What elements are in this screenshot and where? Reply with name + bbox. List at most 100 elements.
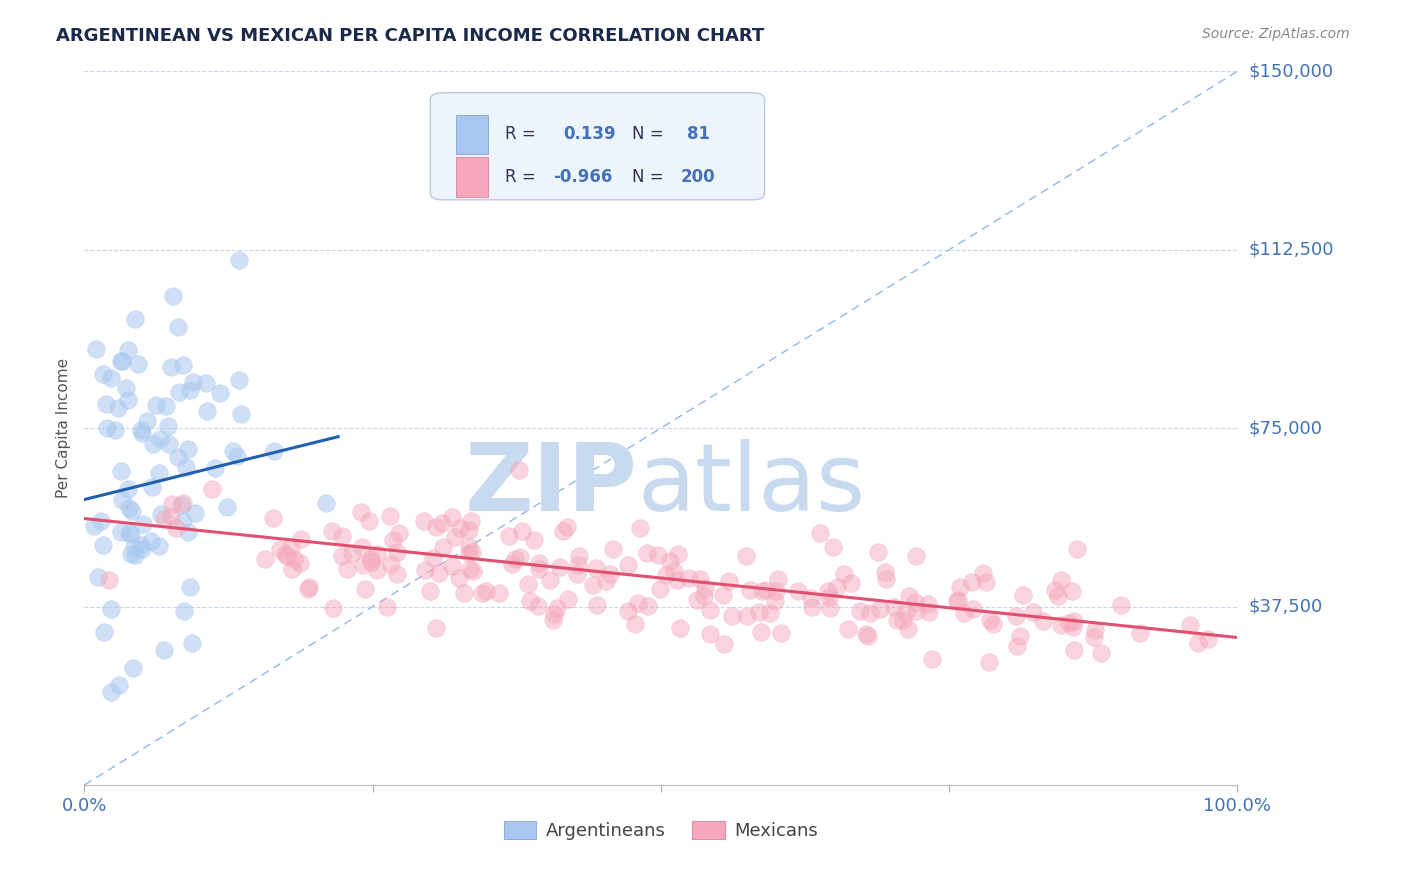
Point	[1063, 614, 1085, 628]
Point	[666, 547, 689, 561]
Text: R =: R =	[505, 168, 541, 186]
Point	[118, 500, 141, 515]
Point	[353, 582, 375, 597]
Point	[527, 561, 550, 575]
Text: 0.139: 0.139	[562, 125, 616, 144]
Point	[555, 520, 578, 534]
Point	[586, 599, 609, 613]
Point	[1022, 606, 1045, 620]
Point	[100, 602, 122, 616]
Point	[160, 360, 183, 375]
Point	[366, 547, 388, 561]
Point	[274, 547, 297, 561]
Point	[269, 541, 291, 556]
Point	[510, 524, 533, 538]
Point	[896, 606, 918, 620]
Point	[977, 655, 1000, 669]
Point	[897, 589, 920, 603]
Point	[1049, 617, 1071, 632]
Point	[960, 575, 983, 590]
Point	[209, 385, 232, 400]
Point	[527, 556, 550, 570]
Point	[519, 593, 541, 607]
Point	[720, 608, 742, 623]
Point	[288, 556, 311, 570]
Point	[194, 376, 217, 390]
Point	[769, 625, 792, 640]
Point	[858, 607, 880, 621]
Point	[100, 371, 122, 385]
Point	[100, 684, 122, 698]
Point	[628, 521, 651, 535]
Point	[340, 546, 363, 560]
Point	[449, 571, 471, 585]
Point	[669, 621, 692, 635]
Point	[263, 444, 285, 458]
Point	[823, 540, 845, 554]
Point	[627, 596, 650, 610]
Point	[1178, 618, 1201, 632]
Point	[228, 253, 250, 268]
Point	[215, 500, 238, 514]
Point	[136, 413, 159, 427]
Point	[905, 549, 928, 563]
Point	[111, 493, 134, 508]
Point	[516, 577, 538, 591]
Point	[817, 583, 839, 598]
Point	[695, 581, 717, 595]
Point	[886, 613, 908, 627]
Point	[122, 540, 145, 554]
Point	[735, 549, 758, 563]
Point	[149, 432, 172, 446]
Point	[952, 606, 974, 620]
Point	[321, 524, 343, 538]
Point	[1083, 630, 1105, 644]
Point	[637, 599, 659, 613]
Point	[281, 561, 304, 575]
Point	[86, 569, 108, 583]
Point	[120, 548, 142, 562]
Point	[280, 540, 302, 554]
Point	[568, 549, 591, 563]
Point	[869, 602, 891, 616]
Point	[142, 437, 165, 451]
Point	[176, 460, 198, 475]
Point	[765, 584, 787, 599]
Point	[90, 514, 112, 528]
Point	[567, 558, 589, 573]
Point	[1032, 614, 1054, 628]
Point	[297, 582, 319, 596]
Point	[427, 566, 450, 581]
FancyBboxPatch shape	[430, 93, 765, 200]
Text: 81: 81	[688, 125, 710, 144]
Point	[117, 393, 139, 408]
Point	[131, 425, 153, 440]
Point	[962, 602, 984, 616]
Point	[678, 571, 700, 585]
Point	[503, 552, 526, 566]
Point	[172, 514, 194, 528]
Point	[541, 613, 564, 627]
Bar	[456, 157, 488, 196]
Point	[425, 621, 447, 635]
Point	[557, 592, 579, 607]
Point	[350, 540, 373, 554]
Point	[176, 525, 198, 540]
Point	[131, 538, 153, 552]
Point	[595, 574, 617, 589]
Point	[904, 604, 927, 618]
Point	[226, 449, 249, 463]
Point	[349, 506, 371, 520]
Point	[173, 496, 195, 510]
Point	[1008, 629, 1031, 643]
Point	[523, 533, 546, 547]
Point	[167, 384, 190, 399]
Point	[360, 552, 382, 566]
Legend: Argentineans, Mexicans: Argentineans, Mexicans	[496, 814, 825, 847]
Point	[808, 526, 831, 541]
Point	[380, 558, 402, 572]
Point	[567, 566, 589, 581]
Point	[441, 558, 464, 573]
Point	[444, 530, 467, 544]
Point	[441, 509, 464, 524]
